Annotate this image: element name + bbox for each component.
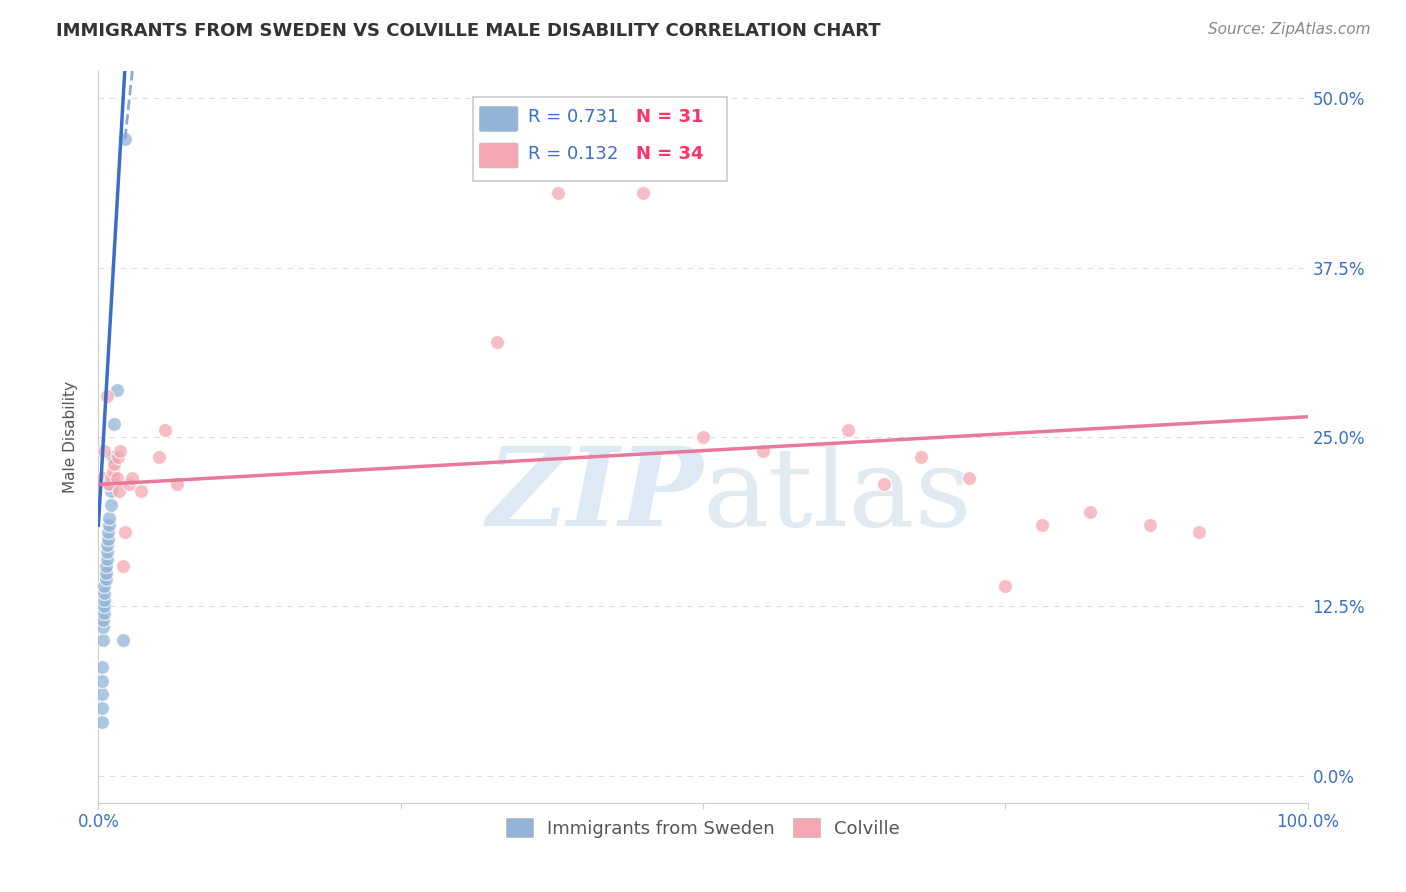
Point — [101, 464, 124, 478]
Point — [93, 606, 115, 620]
Point — [93, 586, 115, 600]
Legend: Immigrants from Sweden, Colville: Immigrants from Sweden, Colville — [499, 811, 907, 845]
Point — [93, 599, 115, 614]
Point — [91, 633, 114, 648]
Point — [98, 477, 121, 491]
FancyBboxPatch shape — [479, 106, 517, 131]
Point — [96, 552, 118, 566]
Point — [97, 477, 120, 491]
Point — [100, 471, 122, 485]
Point — [91, 673, 114, 688]
Point — [118, 477, 141, 491]
Point — [91, 660, 114, 674]
Point — [105, 383, 128, 397]
Point — [91, 613, 114, 627]
Point — [148, 450, 170, 465]
Point — [1139, 518, 1161, 533]
Point — [108, 443, 131, 458]
Point — [957, 471, 980, 485]
Point — [111, 633, 134, 648]
Point — [96, 389, 118, 403]
FancyBboxPatch shape — [479, 143, 517, 168]
Point — [114, 132, 136, 146]
Point — [111, 558, 134, 573]
Point — [910, 450, 932, 465]
Point — [1031, 518, 1053, 533]
Point — [1188, 524, 1211, 539]
Point — [486, 335, 509, 350]
Text: R = 0.731: R = 0.731 — [527, 109, 619, 127]
Point — [837, 423, 859, 437]
Point — [91, 701, 114, 715]
Point — [108, 484, 131, 499]
Point — [91, 620, 114, 634]
Point — [101, 450, 124, 465]
Text: ZIP: ZIP — [486, 442, 703, 549]
Point — [692, 430, 714, 444]
Point — [1078, 505, 1101, 519]
Point — [93, 579, 115, 593]
Point — [631, 186, 654, 201]
Point — [91, 688, 114, 702]
Point — [97, 524, 120, 539]
Point — [752, 443, 775, 458]
Point — [103, 457, 125, 471]
Point — [98, 518, 121, 533]
Point — [121, 471, 143, 485]
Text: N = 31: N = 31 — [637, 109, 704, 127]
Point — [94, 566, 117, 580]
FancyBboxPatch shape — [474, 97, 727, 181]
Point — [100, 498, 122, 512]
Y-axis label: Male Disability: Male Disability — [63, 381, 77, 493]
Point — [129, 484, 152, 499]
Point — [98, 511, 121, 525]
Text: atlas: atlas — [703, 442, 973, 549]
Point — [101, 471, 124, 485]
Point — [91, 471, 114, 485]
Point — [94, 572, 117, 586]
Point — [114, 524, 136, 539]
Point — [166, 477, 188, 491]
Point — [96, 545, 118, 559]
Point — [91, 714, 114, 729]
Text: Source: ZipAtlas.com: Source: ZipAtlas.com — [1208, 22, 1371, 37]
Point — [103, 417, 125, 431]
Point — [153, 423, 176, 437]
Point — [93, 592, 115, 607]
Point — [97, 532, 120, 546]
Text: N = 34: N = 34 — [637, 145, 704, 163]
Text: R = 0.132: R = 0.132 — [527, 145, 619, 163]
Point — [96, 538, 118, 552]
Point — [547, 186, 569, 201]
Point — [100, 484, 122, 499]
Point — [994, 579, 1017, 593]
Point — [94, 558, 117, 573]
Point — [105, 471, 128, 485]
Text: IMMIGRANTS FROM SWEDEN VS COLVILLE MALE DISABILITY CORRELATION CHART: IMMIGRANTS FROM SWEDEN VS COLVILLE MALE … — [56, 22, 882, 40]
Point — [873, 477, 896, 491]
Point — [93, 443, 115, 458]
Point — [107, 450, 129, 465]
